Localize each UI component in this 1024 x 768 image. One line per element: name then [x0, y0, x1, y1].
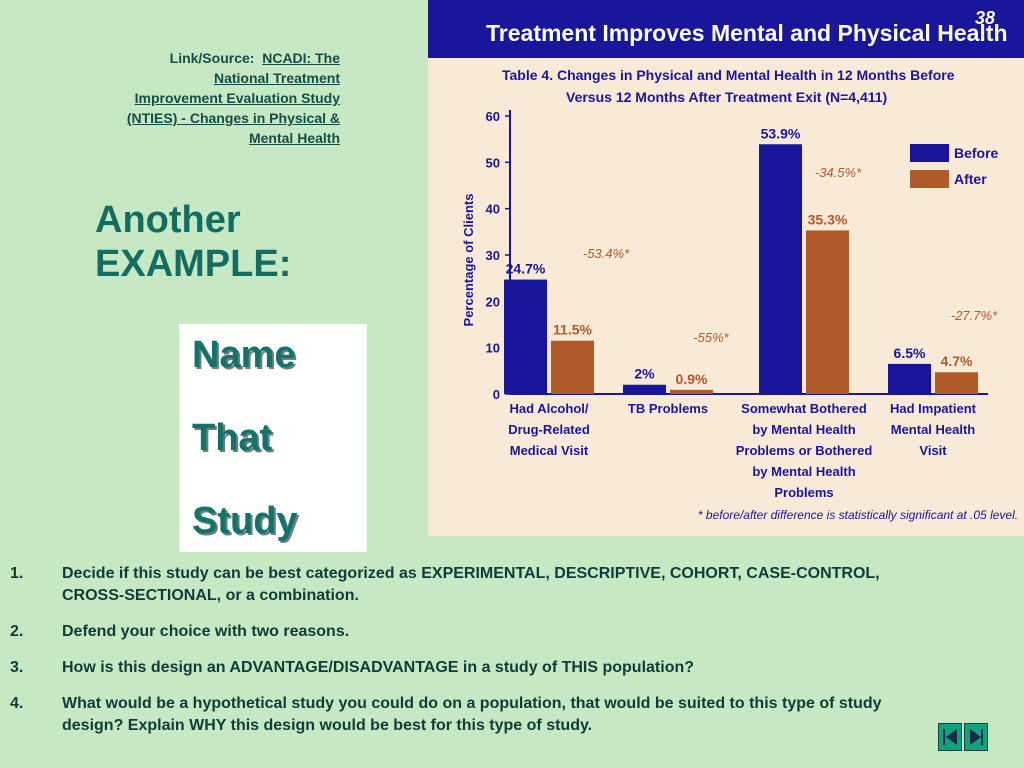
heading-line: EXAMPLE:	[95, 243, 292, 285]
question-number: 3.	[10, 659, 24, 676]
category-label: Problems or Bothered	[736, 443, 873, 458]
next-slide-button[interactable]	[964, 723, 988, 751]
question-text: What would be a hypothetical study you c…	[62, 695, 882, 734]
category-label: by Mental Health	[752, 464, 855, 479]
first-slide-icon	[943, 729, 957, 745]
bar-after	[551, 340, 594, 394]
y-tick-label: 20	[486, 294, 500, 309]
legend-label: After	[954, 171, 987, 187]
category-label: Had Alcohol/	[510, 401, 589, 416]
y-tick-label: 50	[486, 155, 500, 170]
source-link-line: (NTIES) - Changes in Physical &	[126, 110, 340, 126]
bar-after	[670, 389, 713, 394]
source-link-line: Mental Health	[248, 130, 340, 146]
question-item: 2. Defend your choice with two reasons.	[0, 621, 942, 643]
question-list: 1. Decide if this study can be best categ…	[0, 563, 1000, 751]
y-tick-label: 10	[486, 341, 500, 356]
question-number: 4.	[10, 695, 24, 712]
bar-chart: Treatment Improves Mental and Physical H…	[428, 0, 1024, 522]
bar-after	[935, 372, 978, 394]
bar-before	[623, 384, 666, 394]
slide-navigation	[938, 723, 990, 753]
category-label: by Mental Health	[752, 422, 855, 437]
y-tick-label: 30	[486, 248, 500, 263]
question-item: 1. Decide if this study can be best categ…	[0, 563, 942, 607]
source-link-line: Improvement Evaluation Study	[134, 90, 340, 106]
slide-number: 38	[975, 8, 996, 28]
source-link[interactable]: NCADI: The National Treatment Improvement …	[127, 50, 340, 146]
change-annotation: -55%*	[693, 330, 729, 345]
question-text: How is this design an ADVANTAGE/DISADVAN…	[62, 659, 695, 676]
category-label: Visit	[919, 443, 947, 458]
bar-value-label: 35.3%	[808, 211, 848, 227]
chart-subtitle: Table 4. Changes in Physical and Mental …	[502, 67, 955, 83]
legend-swatch-before	[910, 144, 949, 162]
question-text: Decide if this study can be best categor…	[62, 565, 880, 604]
source-prefix: Link/Source:	[169, 50, 255, 66]
question-number: 2.	[10, 623, 24, 640]
question-item: 3. How is this design an ADVANTAGE/DISADV…	[0, 657, 942, 679]
chart-subtitle: Versus 12 Months After Treatment Exit (N…	[566, 89, 887, 105]
bar-value-label: 53.9%	[761, 125, 801, 141]
chart-title: Treatment Improves Mental and Physical H…	[486, 20, 1008, 46]
name-that-study-line: That	[192, 417, 273, 459]
plot-area: 0 10 20 30 40 50 60 24.7% 2% 53.9% 6.5% 11.5% 0.9% 35…	[486, 109, 999, 500]
category-label: Mental Health	[891, 422, 976, 437]
name-that-study-line: Name	[192, 334, 296, 376]
source-link-line: NCADI: The	[262, 50, 340, 66]
bar-value-label: 11.5%	[553, 322, 592, 338]
change-annotation: -27.7%*	[951, 308, 998, 323]
bar-value-label: 4.7%	[941, 353, 973, 369]
category-label: Somewhat Bothered	[741, 401, 867, 416]
source-citation: Link/Source: NCADI: The National Treatmen…	[40, 48, 340, 148]
chart-panel: Treatment Improves Mental and Physical H…	[428, 0, 1024, 536]
y-tick-label: 40	[486, 202, 500, 217]
bar-before	[888, 363, 931, 394]
change-annotation: -34.5%*	[815, 165, 862, 180]
category-label: TB Problems	[628, 401, 708, 416]
slide-heading: Another EXAMPLE:	[95, 198, 291, 286]
y-axis-label: Percentage of Clients	[461, 194, 476, 327]
source-link-line: National Treatment	[213, 70, 340, 86]
question-item: 4. What would be a hypothetical study you…	[0, 693, 942, 737]
bar-value-label: 0.9%	[676, 371, 708, 387]
legend-label: Before	[954, 145, 999, 161]
question-text: Defend your choice with two reasons.	[62, 623, 350, 640]
bar-before	[504, 279, 547, 394]
y-tick-label: 0	[493, 387, 500, 402]
heading-line: Another	[95, 199, 241, 241]
y-tick-label: 60	[486, 109, 500, 124]
category-label: Drug-Related	[508, 422, 590, 437]
name-that-study-box: Name That Study	[179, 324, 367, 552]
category-label: Had Impatient	[890, 401, 977, 416]
legend-swatch-after	[910, 170, 949, 188]
bar-after	[806, 230, 849, 394]
chart-footnote: * before/after difference is statistical…	[698, 508, 1018, 522]
bar-value-label: 6.5%	[894, 345, 926, 361]
bar-value-label: 24.7%	[506, 261, 546, 277]
name-that-study-line: Study	[192, 500, 298, 542]
category-label: Medical Visit	[510, 443, 589, 458]
change-annotation: -53.4%*	[583, 246, 630, 261]
bar-value-label: 2%	[634, 366, 655, 382]
category-label: Problems	[774, 485, 833, 500]
bar-before	[759, 144, 802, 394]
question-number: 1.	[10, 565, 24, 582]
chart-header-band	[428, 0, 1024, 58]
next-slide-icon	[970, 729, 983, 745]
first-slide-button[interactable]	[938, 723, 962, 751]
